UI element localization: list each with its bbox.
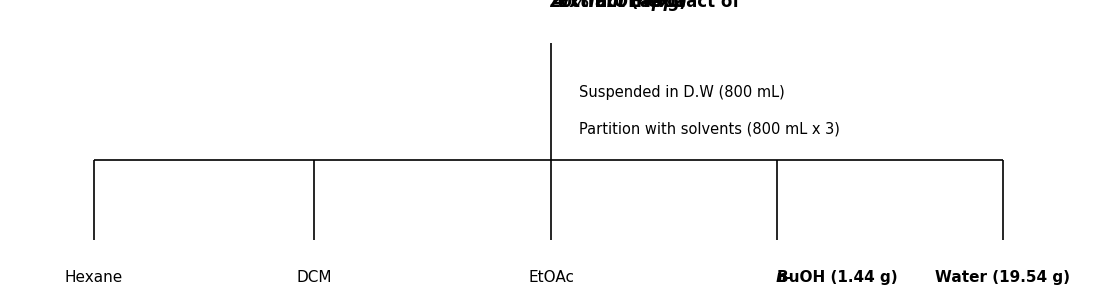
- Text: Suspended in D.W (800 mL): Suspended in D.W (800 mL): [579, 85, 785, 100]
- Text: Arctium Lappa: Arctium Lappa: [550, 0, 687, 11]
- Text: Extract (40 g): Extract (40 g): [552, 0, 687, 11]
- Text: 20% EtOH extract of: 20% EtOH extract of: [549, 0, 745, 11]
- Text: BuOH (1.44 g): BuOH (1.44 g): [777, 270, 897, 285]
- Text: Partition with solvents (800 mL x 3): Partition with solvents (800 mL x 3): [579, 122, 840, 137]
- Text: n-: n-: [776, 270, 792, 285]
- Text: EtOAc: EtOAc: [528, 270, 574, 285]
- Text: Hexane: Hexane: [65, 270, 122, 285]
- Text: Water (19.54 g): Water (19.54 g): [936, 270, 1070, 285]
- Text: DCM: DCM: [296, 270, 332, 285]
